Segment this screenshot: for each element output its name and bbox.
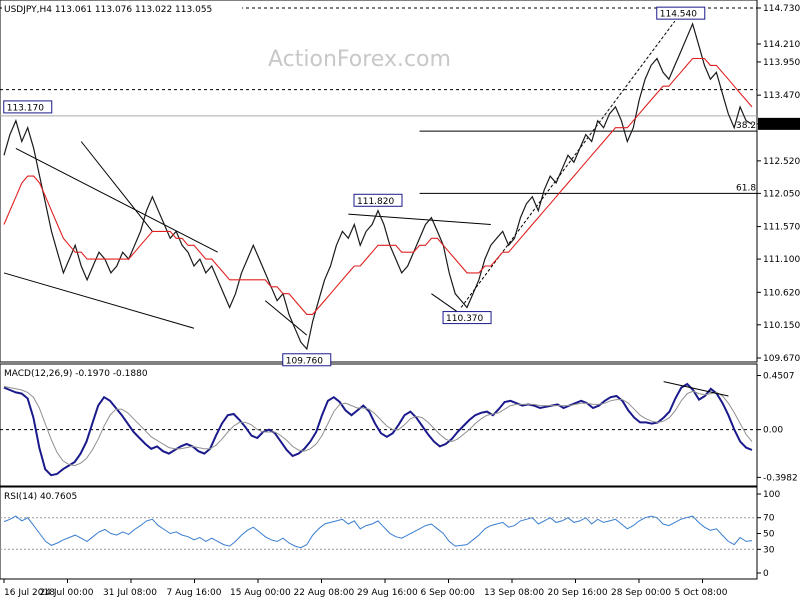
main-title: USDJPY,H4 113.061 113.076 113.022 113.05… bbox=[4, 5, 212, 15]
trendline-1 bbox=[15, 147, 218, 253]
current-price-label: 113.055 bbox=[763, 120, 800, 130]
moving-average-line bbox=[3, 57, 753, 315]
annotation-2: 111.820 bbox=[353, 193, 403, 207]
price-y-tick-label-1: 114.210 bbox=[763, 40, 800, 50]
macd-line bbox=[3, 382, 753, 477]
macd-y-tick-label-2: -0.3982 bbox=[763, 473, 798, 483]
fib-label-1: 61.8 bbox=[736, 183, 756, 193]
trendline-6 bbox=[460, 20, 676, 308]
trendline-4 bbox=[348, 213, 491, 226]
trendlines bbox=[3, 20, 676, 336]
annotation-label-2: 111.820 bbox=[357, 197, 394, 207]
x-tick-label-4: 15 Aug 00:00 bbox=[230, 588, 291, 598]
trendline-3 bbox=[264, 300, 308, 336]
annotation-box-3 bbox=[442, 311, 492, 325]
price-levels: 38.2 61.8 bbox=[0, 7, 757, 194]
macd-series-group bbox=[3, 381, 753, 477]
rsi-series-group bbox=[3, 515, 753, 549]
rsi-title: RSI(14) 40.7605 bbox=[4, 492, 77, 502]
price-annotations: 114.540 113.170 111.820 110.370 109.760 bbox=[3, 6, 706, 367]
price-panel bbox=[0, 0, 758, 363]
rsi-line bbox=[3, 515, 753, 549]
macd-title: MACD(12,26,9) -0.1970 -0.1880 bbox=[4, 369, 148, 379]
x-tick-label-0: 16 Jul 2018 bbox=[4, 588, 55, 598]
price-y-tick-label-0: 114.730 bbox=[763, 4, 800, 14]
price-y-tick-label-9: 110.620 bbox=[763, 288, 800, 298]
macd-y-axis: 0.4507 0.00 -0.3982 bbox=[757, 372, 798, 483]
rsi-y-tick-label-3: 30 bbox=[763, 545, 775, 555]
annotation-label-0: 114.540 bbox=[660, 10, 697, 20]
annotation-box-2 bbox=[353, 193, 403, 207]
x-tick-label-8: 13 Sep 08:00 bbox=[484, 588, 544, 598]
x-tick-label-11: 5 Oct 08:00 bbox=[675, 588, 728, 598]
annotation-label-3: 110.370 bbox=[446, 314, 483, 324]
price-series-group bbox=[3, 22, 753, 351]
annotation-0: 114.540 bbox=[656, 6, 706, 20]
rsi-y-tick-label-0: 100 bbox=[763, 490, 780, 500]
macd-signal-line bbox=[3, 385, 753, 467]
trendline-0 bbox=[3, 272, 195, 329]
rsi-y-tick-label-1: 70 bbox=[763, 514, 775, 524]
x-tick-label-10: 28 Sep 00:00 bbox=[611, 588, 671, 598]
rsi-y-tick-label-4: 0 bbox=[763, 569, 769, 579]
rsi-y-axis: 100 70 50 30 0 bbox=[757, 490, 780, 579]
x-tick-label-9: 20 Sep 16:00 bbox=[548, 588, 608, 598]
x-tick-label-7: 6 Sep 00:00 bbox=[421, 588, 476, 598]
annotation-box-4 bbox=[282, 353, 332, 367]
x-tick-label-3: 7 Aug 16:00 bbox=[167, 588, 222, 598]
macd-y-tick-label-1: 0.00 bbox=[763, 426, 783, 436]
annotation-box-1 bbox=[3, 100, 53, 114]
price-y-tick-label-7: 111.570 bbox=[763, 223, 800, 233]
price-y-tick-label-8: 111.100 bbox=[763, 255, 800, 265]
x-tick-label-2: 31 Jul 08:00 bbox=[103, 588, 157, 598]
annotation-box-0 bbox=[656, 6, 706, 20]
x-tick-label-1: 24 Jul 00:00 bbox=[40, 588, 94, 598]
trendline-5 bbox=[431, 293, 462, 315]
macd-divergence-line bbox=[663, 381, 729, 397]
macd-panel bbox=[0, 363, 758, 487]
x-tick-label-6: 29 Aug 16:00 bbox=[357, 588, 418, 598]
price-y-tick-label-5: 112.520 bbox=[763, 157, 800, 167]
macd-y-tick-label-0: 0.4507 bbox=[763, 372, 795, 382]
annotation-label-4: 109.760 bbox=[286, 356, 323, 366]
rsi-y-tick-label-2: 50 bbox=[763, 530, 775, 540]
price-y-tick-label-2: 113.950 bbox=[763, 58, 800, 68]
annotation-4: 109.760 bbox=[282, 353, 332, 367]
price-y-tick-label-11: 109.670 bbox=[763, 354, 800, 364]
price-y-tick-label-6: 112.050 bbox=[763, 189, 800, 199]
fib-label-0: 38.2 bbox=[736, 121, 756, 131]
price-y-tick-label-3: 113.470 bbox=[763, 91, 800, 101]
annotation-3: 110.370 bbox=[442, 311, 492, 325]
trendline-2 bbox=[80, 141, 153, 232]
annotation-1: 113.170 bbox=[3, 100, 53, 114]
current-price-bg bbox=[758, 117, 800, 130]
watermark: ActionForex.com bbox=[268, 47, 451, 72]
price-y-axis: 114.730 114.210 113.950 113.470 112.520 112.0… bbox=[757, 4, 800, 364]
annotation-label-1: 113.170 bbox=[7, 103, 44, 113]
price-y-tick-label-10: 110.150 bbox=[763, 321, 800, 331]
x-tick-label-5: 22 Aug 08:00 bbox=[294, 588, 355, 598]
current-price-badge: 113.055 bbox=[758, 117, 800, 130]
